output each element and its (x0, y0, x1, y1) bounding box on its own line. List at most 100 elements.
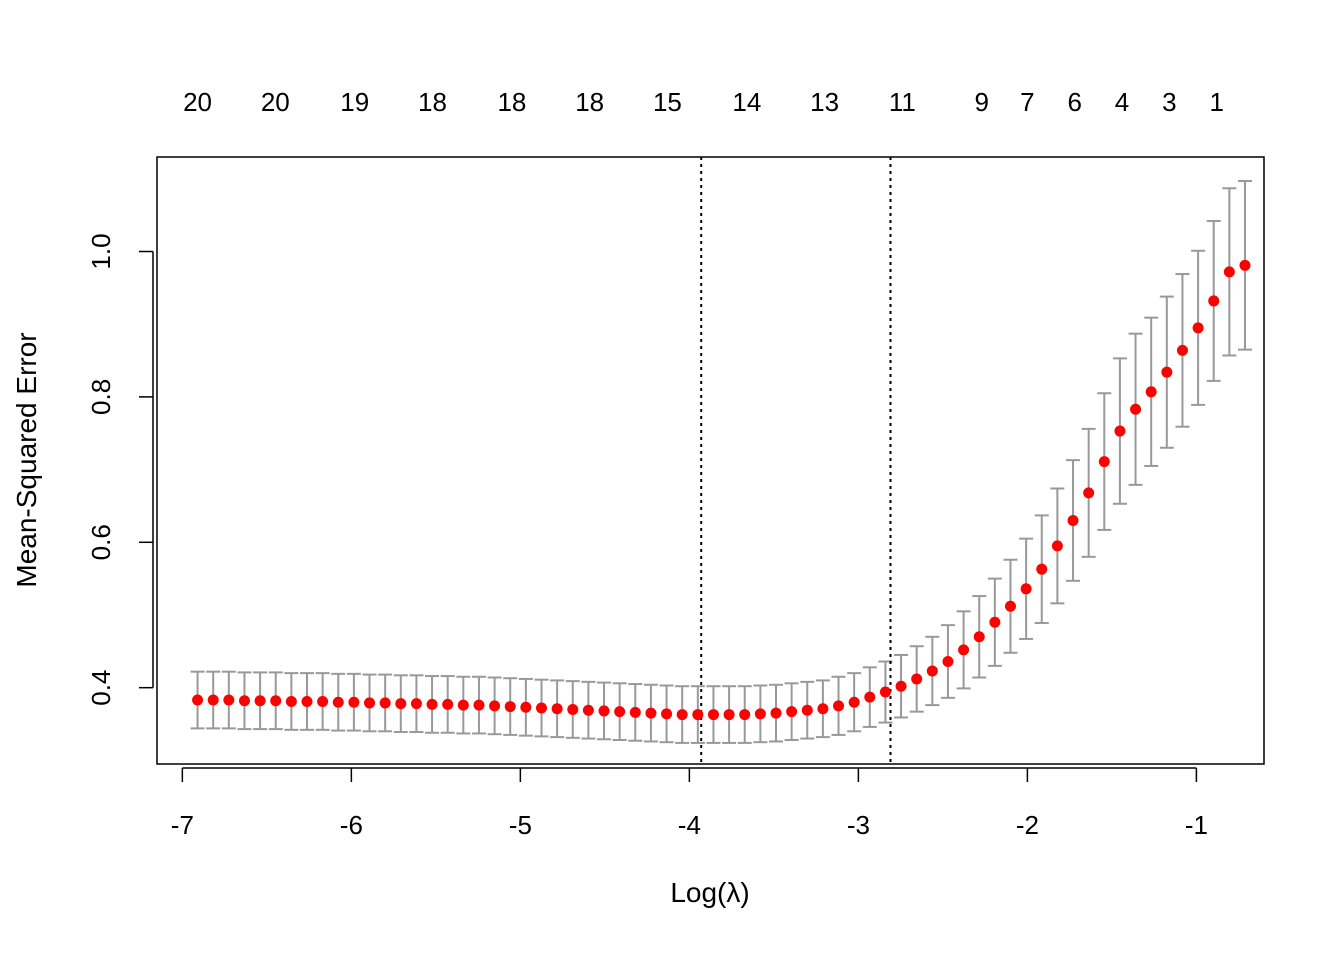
top-count-label: 13 (810, 87, 839, 117)
mse-point (676, 709, 688, 721)
mse-points (192, 259, 1251, 721)
mse-point (520, 701, 532, 713)
mse-point (254, 695, 266, 707)
top-count-label: 18 (418, 87, 447, 117)
mse-point (301, 695, 313, 707)
mse-point (1192, 322, 1204, 334)
mse-point (598, 705, 610, 717)
y-tick-label: 0.6 (86, 524, 116, 560)
mse-point (1098, 456, 1110, 468)
y-axis-title: Mean-Squared Error (11, 332, 42, 587)
mse-point (864, 691, 876, 703)
mse-point (848, 696, 860, 708)
mse-point (192, 694, 204, 706)
top-count-label: 20 (261, 87, 290, 117)
mse-point (238, 695, 250, 707)
mse-point (692, 709, 704, 721)
mse-point (223, 694, 235, 706)
mse-point (1239, 259, 1251, 271)
mse-point (911, 673, 923, 685)
top-count-label: 15 (653, 87, 682, 117)
y-tick-label: 0.4 (86, 670, 116, 706)
mse-point (535, 702, 547, 714)
mse-point (786, 706, 798, 718)
mse-point (317, 695, 329, 707)
reference-lines (700, 157, 892, 764)
top-count-label: 3 (1162, 87, 1176, 117)
mse-point (489, 700, 501, 712)
mse-point (1051, 540, 1063, 552)
mse-point (958, 644, 970, 656)
mse-point (332, 696, 344, 708)
mse-point (551, 703, 563, 715)
mse-point (457, 699, 469, 711)
x-tick-label: -4 (678, 810, 701, 840)
mse-point (926, 665, 938, 677)
mse-point (1114, 425, 1126, 437)
top-count-label: 6 (1067, 87, 1081, 117)
mse-point (895, 680, 907, 692)
mse-point (833, 700, 845, 712)
mse-point (1020, 583, 1032, 595)
mse-point (1208, 295, 1220, 307)
x-tick-label: -2 (1016, 810, 1039, 840)
mse-point (1036, 563, 1048, 575)
mse-point (629, 706, 641, 718)
mse-point (989, 616, 1001, 628)
mse-point (582, 704, 594, 716)
x-tick-label: -3 (847, 810, 870, 840)
top-count-label: 7 (1020, 87, 1034, 117)
mse-point (567, 703, 579, 715)
mse-point (364, 697, 376, 709)
top-count-label: 18 (497, 87, 526, 117)
mse-point (754, 708, 766, 720)
mse-point (817, 703, 829, 715)
mse-point (707, 709, 719, 721)
mse-point (942, 656, 954, 668)
top-count-label: 9 (975, 87, 989, 117)
mse-point (973, 631, 985, 643)
mse-point (348, 696, 360, 708)
x-tick-label: -1 (1185, 810, 1208, 840)
mse-point (1130, 403, 1142, 415)
top-axis-nonzero-counts: 20 20 19 18 18 18 15 14 13 11 9 7 6 4 3 1 (183, 87, 1224, 117)
mse-point (614, 706, 626, 718)
x-tick-label: -5 (509, 810, 532, 840)
mse-point (1161, 366, 1173, 378)
mse-point (1004, 600, 1016, 612)
x-tick-label: -7 (171, 810, 194, 840)
x-tick-label: -6 (340, 810, 363, 840)
y-axis: 0.4 0.6 0.8 1.0 (86, 233, 154, 706)
mse-point (1145, 386, 1157, 398)
mse-point (270, 695, 282, 707)
mse-point (395, 698, 407, 710)
top-count-label: 19 (340, 87, 369, 117)
mse-point (379, 697, 391, 709)
top-count-label: 14 (732, 87, 761, 117)
mse-point (410, 698, 422, 710)
y-tick-label: 1.0 (86, 233, 116, 269)
mse-point (770, 707, 782, 719)
top-count-label: 20 (183, 87, 212, 117)
plot-frame (156, 156, 1265, 765)
x-axis-title: Log(λ) (670, 877, 749, 908)
mse-point (1067, 514, 1079, 526)
mse-point (426, 698, 438, 710)
mse-point (1083, 487, 1095, 499)
mse-point (285, 695, 297, 707)
mse-point (473, 699, 485, 711)
top-count-label: 18 (575, 87, 604, 117)
top-count-label: 11 (889, 87, 916, 117)
mse-point (661, 708, 673, 720)
top-count-label: 4 (1115, 87, 1129, 117)
mse-point (1223, 266, 1235, 278)
y-tick-label: 0.8 (86, 379, 116, 415)
mse-point (801, 704, 813, 716)
mse-point (739, 709, 751, 721)
mse-point (645, 707, 657, 719)
mse-point (504, 701, 516, 713)
mse-point (442, 698, 454, 710)
top-count-label: 1 (1209, 87, 1223, 117)
